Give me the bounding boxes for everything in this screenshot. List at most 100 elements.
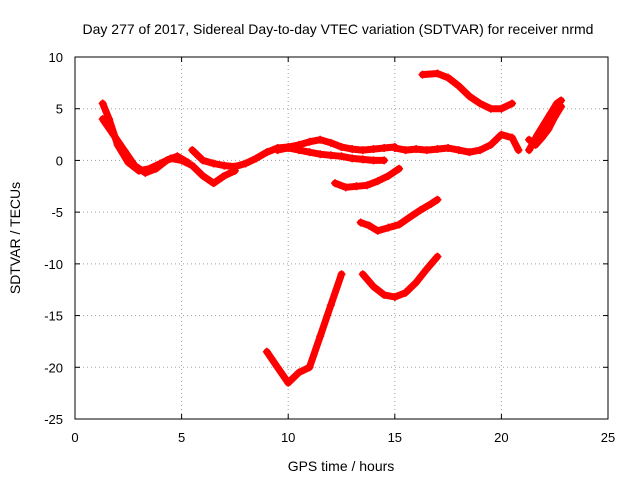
chart-title: Day 277 of 2017, Sidereal Day-to-day VTE… [83, 21, 594, 37]
data-point [422, 146, 431, 155]
series-layer [98, 69, 566, 387]
data-point [365, 221, 374, 230]
x-axis-ticks: 0 5 10 15 20 25 [71, 57, 615, 445]
data-point [326, 151, 335, 160]
data-point [380, 290, 389, 299]
data-point [369, 282, 378, 291]
data-point [544, 125, 553, 134]
data-point [557, 102, 566, 111]
x-tick-label: 10 [281, 430, 295, 445]
data-point [230, 166, 239, 175]
data-point [531, 140, 540, 149]
data-point [380, 156, 389, 165]
y-axis-label: SDTVAR / TECUs [7, 182, 23, 294]
data-point [390, 144, 399, 153]
data-point [209, 179, 218, 188]
data-point [444, 73, 453, 82]
y-tick-label: -20 [44, 360, 63, 375]
data-point [341, 183, 350, 192]
data-point [433, 69, 442, 78]
data-point [427, 199, 436, 208]
x-tick-label: 25 [601, 430, 615, 445]
data-point [416, 206, 425, 215]
data-point [373, 177, 382, 186]
data-series [525, 102, 566, 149]
data-point [173, 152, 182, 161]
data-point [412, 145, 421, 154]
data-point [444, 144, 453, 153]
data-point [525, 135, 534, 144]
data-point [98, 115, 107, 124]
data-point [198, 171, 207, 180]
data-point [433, 195, 442, 204]
data-point [508, 133, 517, 142]
data-point [326, 138, 335, 147]
x-tick-label: 20 [494, 430, 508, 445]
data-point [141, 168, 150, 177]
data-point [537, 133, 546, 142]
data-point [284, 378, 293, 387]
data-point [356, 218, 365, 227]
data-series [356, 195, 442, 235]
data-point [433, 145, 442, 154]
data-point [358, 270, 367, 279]
y-axis-ticks: 10 5 0 -5 -10 -15 -20 -25 [44, 50, 608, 427]
data-point [384, 171, 393, 180]
data-point [220, 161, 229, 170]
data-point [294, 368, 303, 377]
x-tick-label: 5 [178, 430, 185, 445]
y-tick-label: -10 [44, 257, 63, 272]
y-tick-label: -5 [51, 205, 63, 220]
data-point [273, 146, 282, 155]
data-point [98, 99, 107, 108]
data-point [120, 146, 129, 155]
data-point [348, 154, 357, 163]
data-series [262, 270, 346, 387]
data-point [348, 145, 357, 154]
grid-layer [75, 57, 608, 419]
data-point [401, 288, 410, 297]
data-series [188, 135, 399, 171]
data-point [465, 148, 474, 157]
data-point [241, 159, 250, 168]
data-point [326, 301, 335, 310]
data-point [395, 164, 404, 173]
data-point [284, 144, 293, 153]
data-series [390, 130, 523, 157]
plot-frame [74, 56, 609, 420]
data-point [337, 270, 346, 279]
data-point [454, 146, 463, 155]
data-point [486, 104, 495, 113]
data-point [514, 146, 523, 155]
data-point [363, 181, 372, 190]
data-point [316, 332, 325, 341]
data-point [390, 292, 399, 301]
data-point [337, 142, 346, 151]
y-tick-label: -15 [44, 309, 63, 324]
y-tick-label: -25 [44, 412, 63, 427]
data-point [305, 148, 314, 157]
x-axis-label: GPS time / hours [288, 458, 395, 474]
data-point [130, 161, 139, 170]
data-point [337, 152, 346, 161]
data-point [358, 146, 367, 155]
data-point [152, 164, 161, 173]
data-point [316, 135, 325, 144]
data-series [98, 115, 192, 177]
data-point [497, 104, 506, 113]
data-point [358, 155, 367, 164]
data-point [405, 213, 414, 222]
data-point [109, 130, 118, 139]
data-series [525, 96, 566, 155]
data-point [401, 146, 410, 155]
data-series [273, 144, 389, 165]
data-point [305, 363, 314, 372]
series-trace [359, 253, 441, 301]
data-point [373, 226, 382, 235]
x-tick-label: 0 [71, 430, 78, 445]
data-series [418, 69, 517, 113]
data-point [198, 156, 207, 165]
data-point [497, 130, 506, 139]
data-point [395, 220, 404, 229]
data-point [188, 161, 197, 170]
